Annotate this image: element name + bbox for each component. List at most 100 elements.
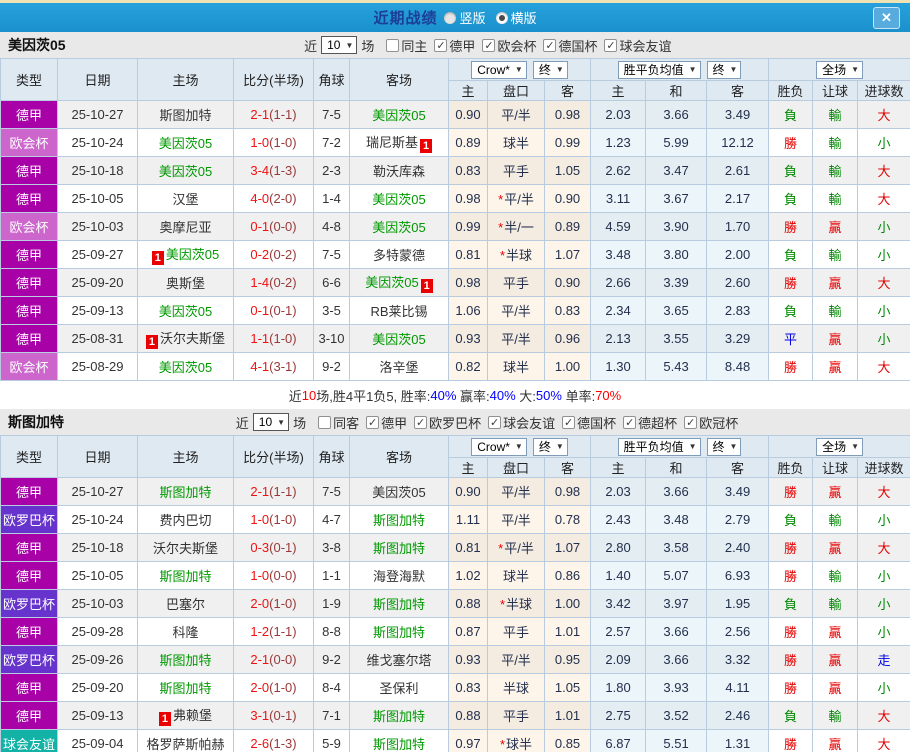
corners-cell: 6-6 [313,268,350,297]
panel-title: 近期战绩 [373,10,438,27]
checkbox-icon[interactable] [604,38,618,52]
away-team-name: 美因茨05 [372,108,426,123]
summary-part: 单率: [561,388,596,404]
checkbox-icon[interactable] [482,38,496,52]
odds-away-cell: 0.95 [543,645,592,674]
checkbox-icon[interactable] [386,38,400,52]
corners-cell: 8-4 [313,673,350,702]
summary-part: 近 [288,388,302,404]
wdl-result-cell: 負 [768,100,814,129]
league-filter-option[interactable]: 欧罗巴杯 [414,413,481,432]
corners-cell: 7-5 [313,100,350,129]
checkbox-icon[interactable] [488,415,502,429]
scope-select[interactable]: 全场 ▼ [816,60,864,79]
corners-cell: 7-5 [313,240,350,269]
odds-company-select[interactable]: Crow* ▼ [471,437,527,456]
odds-line-cell: 平手 [487,156,545,185]
checkbox-icon[interactable] [543,38,557,52]
col-type: 类型 [0,58,58,101]
checkbox-icon[interactable] [623,415,637,429]
odds-line-cell: 平/半 [487,477,545,506]
league-cell: 德甲 [0,701,58,730]
checkbox-icon[interactable] [434,38,448,52]
line-change-star: * [499,248,506,263]
avg-time-select[interactable]: 终 ▼ [706,60,742,79]
league-cell: 欧会杯 [0,212,58,241]
league-filter-option[interactable]: 同客 [318,413,359,432]
match-count-select[interactable]: 10 ▼ [321,36,358,54]
score-cell: 1-2(1-1) [233,617,314,646]
odds-time-select[interactable]: 终 ▼ [532,437,568,456]
match-count-select[interactable]: 10 ▼ [252,413,290,431]
odds-line-cell: 平/半 [487,296,545,325]
table-body: 德甲 25-10-27 斯图加特 2-1(1-1) 7-5 [0,100,910,381]
league-filter-option[interactable]: 欧冠杯 [684,413,738,432]
odds-home-cell: 0.89 [448,128,488,157]
date-cell: 25-09-26 [57,645,138,674]
half-time-score: (1-3) [269,736,297,751]
radio-button-icon[interactable] [444,11,457,24]
odds-time-select[interactable]: 终 ▼ [532,60,568,79]
avg-away-cell: 2.40 [706,533,770,562]
avg-time-select[interactable]: 终 ▼ [706,437,742,456]
goals-result-cell: 小 [857,673,910,702]
checkbox-icon[interactable] [366,415,380,429]
handicap-result-cell: 輸 [812,561,859,590]
avg-draw-cell: 3.66 [645,617,708,646]
odds-line-cell: 半球 [487,673,545,702]
league-cell: 德甲 [0,477,58,506]
odds-line-cell: *平/半 [487,184,545,213]
view-mode-option[interactable]: 横版 [495,8,537,27]
home-team-cell: 美因茨05 [137,128,234,157]
league-filter-option[interactable]: 球会友谊 [604,36,671,55]
match-row: 德甲 25-09-27 1 美因茨05 0-2(0-2) 7-5 [0,240,910,269]
checkbox-icon[interactable] [318,415,332,429]
odds-away-cell: 1.05 [543,673,592,702]
league-filter-option[interactable]: 欧会杯 [482,36,536,55]
home-team-name: 格罗萨斯帕赫 [146,737,225,752]
subcol-odds-away: 客 [543,80,592,101]
home-team-name: 斯图加特 [159,485,212,500]
close-button[interactable]: ✕ [873,6,900,29]
checkbox-icon[interactable] [414,415,428,429]
avg-home-cell: 1.30 [590,352,647,381]
avg-odds-select[interactable]: 胜平负均值 ▼ [617,60,701,79]
avg-draw-cell: 3.80 [645,240,708,269]
odds-company-select[interactable]: Crow* ▼ [471,60,527,79]
league-filter-option[interactable]: 德甲 [434,36,475,55]
league-filter-option[interactable]: 德国杯 [562,413,616,432]
away-team-name: 斯图加特 [372,737,425,752]
odds-line-cell: *半球 [487,589,545,618]
checkbox-icon[interactable] [562,415,576,429]
view-mode-option[interactable]: 竖版 [444,8,486,27]
score-cell: 3-4(1-3) [233,156,314,185]
avg-away-cell: 12.12 [706,128,770,157]
checkbox-icon[interactable] [684,415,698,429]
league-cell: 德甲 [0,324,58,353]
handicap-result-cell: 輸 [812,296,859,325]
radio-button-icon[interactable] [495,11,508,24]
handicap-result-cell: 輸 [812,701,859,730]
league-filter-option[interactable]: 德超杯 [623,413,677,432]
league-filter-option[interactable]: 德国杯 [543,36,597,55]
subcol-avg-home: 主 [590,80,647,101]
avg-odds-select[interactable]: 胜平负均值 ▼ [617,437,701,456]
half-time-score: (1-1) [269,484,297,499]
league-filter-option[interactable]: 德甲 [366,413,407,432]
match-row: 德甲 25-08-31 1 沃尔夫斯堡 1-1(1-0) 3-10 [0,324,910,353]
chevron-down-icon: ▼ [277,417,286,427]
league-filter-label: 欧罗巴杯 [429,415,482,431]
team-sections: 美因茨05 近 10 ▼ 场 同主 [0,32,910,752]
home-team-cell: 巴塞尔 [137,589,234,618]
odds-home-cell: 0.98 [448,268,488,297]
match-row: 德甲 25-09-28 科隆 1-2(1-1) 8-8 斯 [0,617,910,646]
league-filter-label: 德甲 [381,415,408,431]
date-cell: 25-10-27 [57,477,138,506]
league-filter-option[interactable]: 同主 [386,36,427,55]
avg-away-cell: 2.83 [706,296,770,325]
date-cell: 25-10-27 [57,100,138,129]
scope-select[interactable]: 全场 ▼ [816,437,864,456]
score-cell: 1-0(1-0) [233,505,314,534]
match-row: 球会友谊 25-09-04 格罗萨斯帕赫 2-6(1-3) 5-9 [0,729,910,752]
league-filter-option[interactable]: 球会友谊 [488,413,555,432]
